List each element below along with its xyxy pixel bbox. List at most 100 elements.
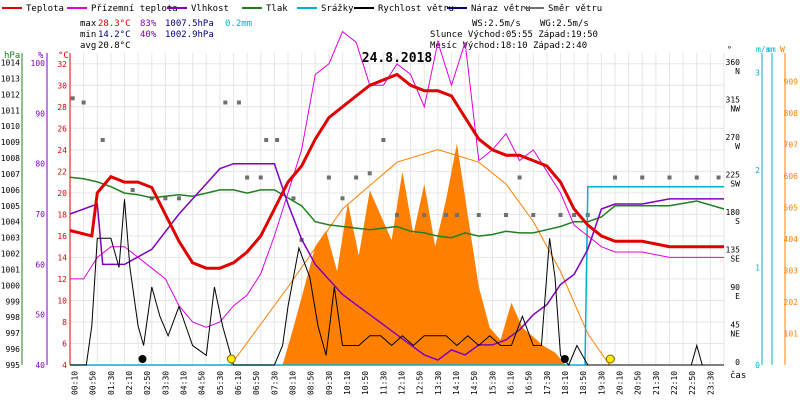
stat-max-temp: 28.3°C: [98, 19, 131, 29]
tick-time-13: 08:50: [307, 371, 316, 395]
series-layer: [69, 30, 725, 366]
tick-hpa-3: 998: [6, 313, 21, 322]
tick-time-25: 16:50: [525, 371, 534, 395]
tick-hpa-16: 1011: [1, 106, 20, 115]
tick-dir-name-8: N: [735, 67, 740, 76]
tick-pct-2: 60: [35, 260, 45, 269]
tick-hpa-17: 1012: [1, 90, 20, 99]
tick-time-34: 22:50: [688, 371, 697, 395]
stat-min-hum: 40%: [140, 30, 157, 40]
series-temperature: [69, 72, 724, 270]
series-rain: [70, 185, 724, 366]
tick-wm2-3: 404: [784, 235, 799, 244]
axis-dir-title: °: [727, 45, 732, 54]
sunrise-marker: [226, 354, 236, 364]
sunset-marker: [605, 354, 615, 364]
stat-min-press: 1002.9hPa: [165, 30, 214, 40]
tick-time-20: 13:30: [434, 371, 443, 395]
stat-max-press: 1007.5hPa: [165, 19, 214, 29]
tick-hpa-5: 1000: [1, 281, 20, 290]
tick-hpa-10: 1005: [1, 202, 20, 211]
info-ws: WS:2.5m/s: [472, 19, 521, 29]
wind-dir-point: [504, 213, 508, 217]
tick-dir-name-3: SE: [730, 255, 740, 264]
wind-dir-point: [81, 100, 86, 105]
tick-time-24: 16:10: [507, 371, 516, 395]
tick-hpa-9: 1004: [1, 218, 20, 227]
wind-dir-point: [70, 96, 75, 101]
series-radiation-area: [282, 143, 566, 365]
tick-hpa-19: 1014: [1, 59, 20, 68]
wind-dir-point: [340, 196, 345, 201]
chart-title: 24.8.2018: [362, 51, 433, 66]
wind-dir-point: [381, 138, 386, 142]
stat-avg-temp: 20.8°C: [98, 41, 131, 51]
stat-max-hum: 83%: [140, 19, 157, 29]
tick-time-31: 20:50: [634, 371, 643, 395]
wind-dir-point: [444, 213, 449, 217]
tick-pct-0: 40: [35, 361, 45, 370]
tick-time-3: 02:10: [125, 371, 134, 395]
wind-dir-point: [291, 196, 296, 201]
tick-time-26: 17:30: [543, 371, 552, 395]
tick-hpa-0: 995: [6, 361, 21, 370]
time-axis-label: čas: [730, 370, 746, 381]
tick-wm2-2: 303: [784, 266, 799, 275]
legend-label-5: Rychlost větru: [378, 4, 454, 14]
tick-time-4: 02:50: [143, 371, 152, 395]
tick-wm2-4: 505: [784, 203, 799, 212]
tick-hpa-6: 1001: [1, 265, 20, 274]
tick-degc-9: 22: [57, 167, 67, 176]
legend-label-3: Tlak: [266, 4, 288, 14]
tick-time-33: 22:10: [670, 371, 679, 395]
tick-time-1: 00:50: [89, 371, 98, 395]
moonrise-marker: [560, 355, 569, 363]
stat-min-label: min: [80, 30, 96, 40]
stat-max-rain: 0.2mm: [225, 19, 252, 29]
tick-degc-12: 28: [57, 103, 67, 112]
tick-dir-0: 0: [735, 358, 740, 367]
tick-hpa-15: 1010: [1, 122, 20, 131]
tick-degc-6: 16: [57, 232, 67, 241]
info-sun: Slunce Východ:05:55 Západ:19:50: [430, 30, 598, 40]
tick-time-9: 06:10: [234, 371, 243, 395]
tick-time-16: 10:50: [361, 371, 370, 395]
tick-time-23: 15:30: [488, 371, 497, 395]
tick-time-0: 00:10: [71, 371, 80, 395]
tick-hpa-4: 999: [6, 297, 21, 306]
tick-degc-7: 18: [57, 210, 67, 219]
tick-pct-5: 90: [35, 109, 45, 118]
tick-time-29: 19:30: [597, 371, 606, 395]
wind-dir-point: [275, 138, 280, 142]
wind-dir-point: [100, 138, 105, 142]
series-pressure: [69, 176, 725, 239]
tick-degc-0: 4: [62, 361, 67, 370]
moonset-marker: [138, 355, 147, 363]
tick-degc-5: 14: [57, 253, 67, 262]
wind-dir-point: [422, 213, 427, 217]
tick-dir-name-7: NW: [730, 105, 740, 114]
wind-dir-point: [531, 213, 536, 217]
tick-ms-1: 1: [755, 264, 760, 273]
tick-degc-4: 12: [57, 275, 67, 284]
tick-dir-5: 225: [726, 171, 741, 180]
tick-time-6: 04:10: [180, 371, 189, 395]
tick-time-30: 20:10: [616, 371, 625, 395]
wind-dir-point: [163, 196, 168, 201]
tick-ms-3: 3: [755, 69, 760, 78]
tick-dir-2: 90: [730, 283, 740, 292]
series-humidity: [69, 162, 724, 361]
axis-ms-title: m/s: [756, 45, 771, 54]
legend-label-7: Směr větru: [548, 4, 602, 14]
tick-time-8: 05:30: [216, 371, 225, 395]
info-wg: WG:2.5m/s: [540, 19, 589, 29]
tick-hpa-14: 1009: [1, 138, 20, 147]
wind-dir-point: [367, 171, 372, 176]
tick-pct-1: 50: [35, 311, 45, 320]
tick-time-10: 06:50: [252, 371, 261, 395]
legend: Teplota Přízemní teplota Vlhkost Tlak Srážky…: [2, 4, 602, 14]
tick-degc-3: 10: [57, 296, 67, 305]
